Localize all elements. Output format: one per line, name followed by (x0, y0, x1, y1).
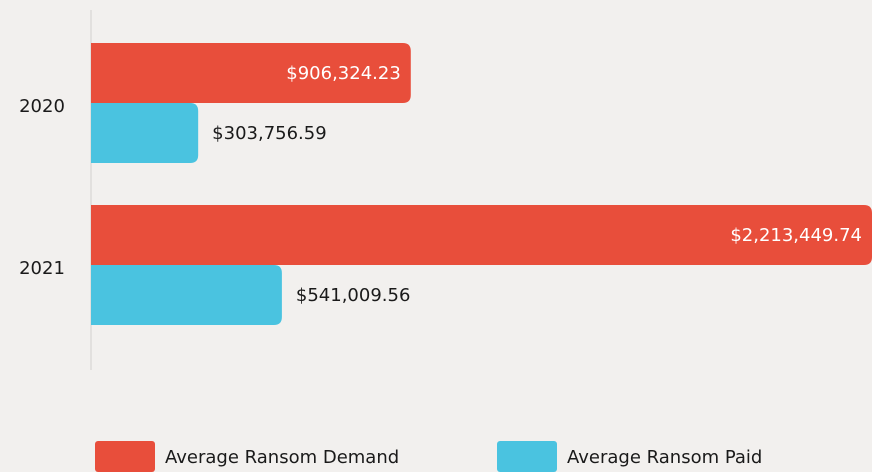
bar (91, 205, 872, 265)
value-label: $2,213,449.74 (730, 225, 862, 246)
value-label: $906,324.23 (286, 63, 401, 84)
legend-swatch (497, 441, 557, 472)
legend-label: Average Ransom Paid (567, 447, 762, 468)
bar (91, 43, 411, 103)
value-label: $541,009.56 (296, 285, 411, 306)
legend-label: Average Ransom Demand (165, 447, 399, 468)
legend-swatch (95, 441, 155, 472)
y-tick-label: 2020 (19, 96, 65, 117)
bar (91, 265, 282, 325)
value-label: $303,756.59 (212, 123, 327, 144)
y-tick-label: 2021 (19, 258, 65, 279)
bar (91, 103, 199, 163)
